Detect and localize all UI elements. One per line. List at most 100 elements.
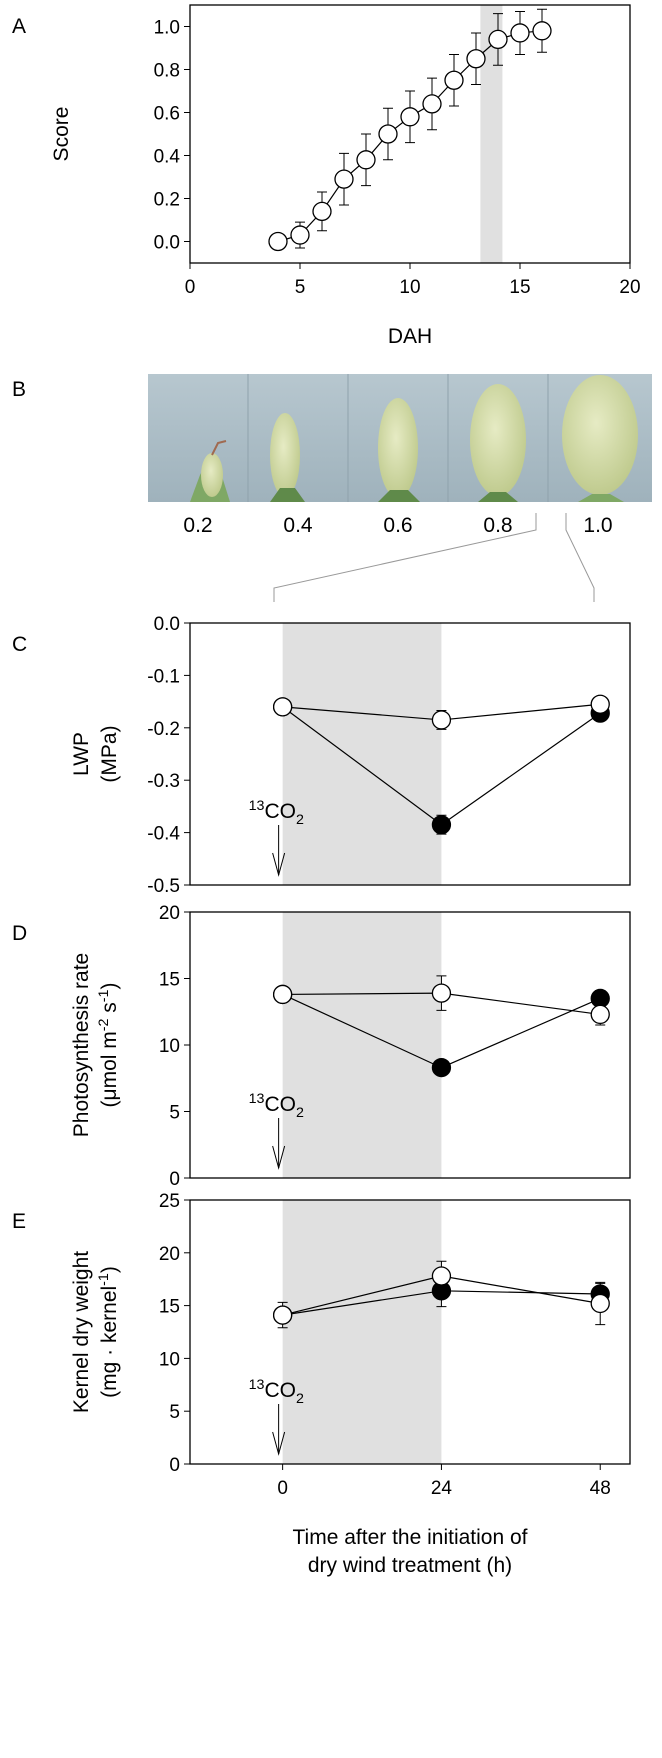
x-tick-label: 5 <box>295 277 306 298</box>
y-tick-label: 0.0 <box>154 233 180 254</box>
marker <box>400 107 420 127</box>
marker <box>590 1004 610 1025</box>
y-tick-label: 20 <box>159 1244 180 1265</box>
zoom-lines <box>273 513 595 602</box>
annotation: 13CO2 <box>249 798 304 828</box>
y-tick-label: 15 <box>159 970 180 991</box>
marker <box>431 815 452 835</box>
x-tick-label: 48 <box>590 1478 611 1499</box>
text-part: CO <box>265 800 297 823</box>
kernel-photo <box>378 374 449 502</box>
text-part: Kernel dry weight <box>70 1251 93 1413</box>
marker <box>431 983 452 1003</box>
y-tick-label: 0.4 <box>154 147 181 168</box>
y-tick-label: 0 <box>169 1455 180 1476</box>
arrow-head <box>272 1431 286 1456</box>
panel-label: B <box>12 378 26 401</box>
kernel-photos <box>148 374 652 502</box>
marker <box>312 201 332 222</box>
y-tick-label: -0.3 <box>147 771 180 792</box>
score-label: 0.4 <box>283 514 313 537</box>
y-axis-label: LWP <box>70 732 93 776</box>
text-part: CO <box>265 1379 297 1402</box>
annotation: 13CO2 <box>249 1091 304 1121</box>
marker <box>444 70 464 90</box>
y-axis-label: (mg · kernel-1) <box>96 1266 121 1398</box>
text-part: 2 <box>296 812 304 828</box>
y-axis-label: Kernel dry weight <box>70 1251 93 1413</box>
y-tick-label: 25 <box>159 1191 180 1212</box>
marker <box>488 29 508 50</box>
panel-label: E <box>12 1210 26 1233</box>
y-tick-label: 10 <box>159 1036 180 1057</box>
marker <box>431 1266 452 1286</box>
y-tick-label: 15 <box>159 1297 180 1318</box>
score-label: 1.0 <box>583 514 612 537</box>
panel-label: C <box>12 633 27 656</box>
y-tick-label: -0.5 <box>147 876 180 897</box>
marker <box>510 23 530 43</box>
shaded-period <box>480 5 503 263</box>
text-part: 13 <box>249 1377 265 1393</box>
y-tick-label: -0.1 <box>147 666 180 687</box>
y-tick-label: 10 <box>159 1349 180 1370</box>
marker <box>590 1293 610 1314</box>
marker <box>590 694 610 714</box>
marker <box>466 49 486 69</box>
y-axis-label: (MPa) <box>98 725 121 782</box>
arrow-head <box>272 852 286 877</box>
plot-frame <box>189 622 631 886</box>
text-part: ) <box>98 983 121 990</box>
y-axis-label: Photosynthesis rate <box>70 953 93 1137</box>
text-part: Photosynthesis rate <box>70 953 93 1137</box>
y-tick-label: 0.2 <box>154 190 180 211</box>
x-axis-label: DAH <box>388 325 432 348</box>
shaded-period <box>282 912 442 1178</box>
x-tick-label: 24 <box>431 1478 453 1499</box>
x-tick-label: 15 <box>509 277 530 298</box>
marker <box>268 231 288 252</box>
text-part: ) <box>98 1266 121 1273</box>
y-tick-label: 0.6 <box>154 104 180 125</box>
text-part: Score <box>50 107 73 162</box>
text-part: (μmol m <box>98 1031 121 1107</box>
x-tick-label: 0 <box>277 1478 288 1499</box>
text-part: -1 <box>96 989 112 1002</box>
text-part: s <box>98 1002 121 1018</box>
marker <box>532 21 552 41</box>
text-part: (mg · kernel <box>98 1286 121 1398</box>
text-part: CO <box>265 1093 297 1116</box>
marker <box>378 124 398 144</box>
panel-label: D <box>12 922 27 945</box>
text-part: 13 <box>249 1091 265 1107</box>
marker <box>431 1057 452 1078</box>
x-tick-label: 0 <box>185 277 196 298</box>
panel-label: A <box>12 15 26 38</box>
marker <box>356 150 376 170</box>
marker <box>334 169 354 189</box>
text-part: 2 <box>296 1391 304 1407</box>
y-tick-label: 0.0 <box>154 614 180 635</box>
marker <box>272 984 293 1005</box>
marker <box>431 710 452 730</box>
x-axis-label: Time after the initiation of <box>293 1526 528 1549</box>
y-tick-label: 0 <box>169 1169 180 1190</box>
text-part: LWP <box>70 732 93 776</box>
arrow-head <box>272 1145 286 1170</box>
y-tick-label: 0.8 <box>154 61 180 82</box>
y-axis-label: (μmol m-2 s-1) <box>96 983 121 1108</box>
score-label: 0.8 <box>483 514 512 537</box>
shaded-period <box>282 1200 442 1464</box>
text-part: -1 <box>96 1273 112 1286</box>
text-part: -2 <box>96 1018 112 1031</box>
kernel-photo <box>562 375 638 502</box>
marker <box>422 94 442 114</box>
text-part: 2 <box>296 1105 304 1121</box>
y-tick-label: -0.2 <box>147 719 180 740</box>
y-tick-label: 1.0 <box>154 18 180 39</box>
kernel-photo <box>190 374 249 502</box>
plot-frame <box>189 1199 631 1465</box>
score-label: 0.2 <box>183 514 212 537</box>
y-tick-label: 20 <box>159 903 180 924</box>
